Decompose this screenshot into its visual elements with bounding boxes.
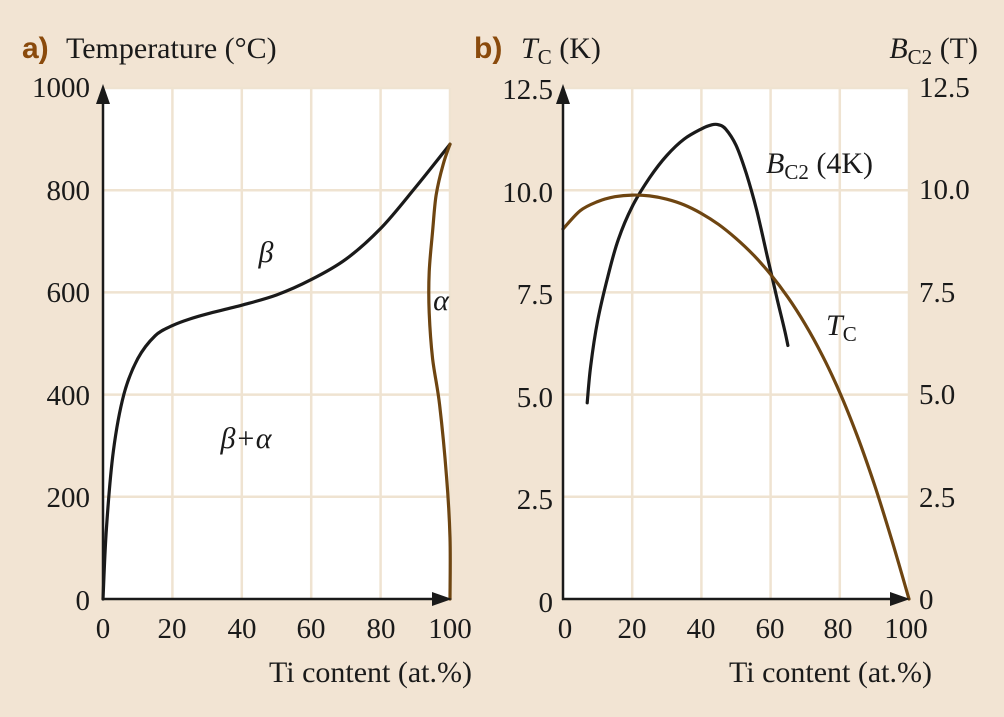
panel-b-grid [563, 86, 911, 599]
panel-b-x-tick: 20 [618, 613, 647, 645]
panel-b-x-tick: 40 [687, 613, 716, 645]
panel-b-y-tick-right: 0 [919, 584, 934, 616]
panel-b-y-tick-right: 5.0 [919, 379, 955, 411]
panel-b-x-arrow [890, 592, 910, 606]
panel-b-y-tick-left: 12.5 [502, 74, 553, 106]
panel-b-y-tick-left: 10.0 [502, 177, 553, 209]
panel-a-y-tick: 800 [47, 175, 91, 207]
panel-b-axes [561, 102, 892, 601]
panel-b-curves [561, 122, 911, 601]
panel-a-series-line-0 [101, 142, 452, 601]
series-label-bc2: BC2 (4K) [766, 147, 873, 184]
panel-b-x-label: Ti content (at.%) [729, 656, 932, 689]
panel-a-y-label: Temperature (°C) [66, 32, 277, 65]
panel-b-x-tick: 60 [756, 613, 785, 645]
panel-b-y-ticks-right: 0 2.5 5.0 7.5 10.0 12.5 [919, 72, 970, 616]
panel-b-y-arrow [556, 84, 570, 104]
panel-a-curves [101, 142, 452, 601]
panel-a-x-tick: 100 [428, 613, 472, 645]
panel-a-plot-area [103, 88, 450, 599]
panel-b-y-tick-left: 5.0 [517, 382, 553, 414]
panel-b-y-ticks-left: 0 2.5 5.0 7.5 10.0 12.5 [502, 74, 553, 619]
panel-b-y-tick-right: 10.0 [919, 174, 970, 206]
panel-b-y-tick-left: 7.5 [517, 279, 553, 311]
panel-a-y-tick: 600 [47, 277, 91, 309]
panel-a-y-ticks: 0 200 400 600 800 1000 [32, 72, 90, 617]
panel-a: 0 200 400 600 800 1000 0 20 40 60 80 100… [22, 32, 472, 689]
panel-b-series-line-1 [561, 193, 911, 601]
series-label-tc: TC [826, 309, 857, 346]
panel-b-label: b) [474, 32, 502, 65]
panel-a-y-tick: 1000 [32, 72, 90, 104]
panel-a-x-arrow [432, 592, 452, 606]
panel-b-x-tick: 80 [824, 613, 853, 645]
panel-a-y-tick: 400 [47, 380, 91, 412]
panel-b-x-tick: 100 [884, 613, 928, 645]
panel-a-axes [101, 102, 434, 601]
panel-a-x-tick: 40 [228, 613, 257, 645]
annotation-beta-plus-alpha: β+α [220, 422, 273, 455]
panel-b-y-tick-right: 2.5 [919, 482, 955, 514]
panel-a-y-arrow [96, 84, 110, 104]
panel-b-y-tick-right: 12.5 [919, 72, 970, 104]
panel-b-y-label-left: TC (K) [521, 32, 601, 69]
panel-a-y-tick: 0 [76, 585, 91, 617]
panel-b-y-tick-right: 7.5 [919, 277, 955, 309]
panel-a-x-label: Ti content (at.%) [269, 656, 472, 689]
panel-b-plot-area [563, 88, 909, 599]
panel-a-series-line-1 [427, 142, 452, 601]
panel-a-x-tick: 60 [297, 613, 326, 645]
annotation-alpha: α [433, 284, 450, 317]
panel-b-y-tick-left: 0 [539, 587, 554, 619]
panel-a-x-tick: 80 [367, 613, 396, 645]
panel-b-x-tick: 0 [558, 613, 573, 645]
panel-a-y-tick: 200 [47, 482, 91, 514]
panel-a-x-tick: 0 [96, 613, 111, 645]
panel-b-y-tick-left: 2.5 [517, 484, 553, 516]
annotation-beta: β [258, 236, 274, 269]
panel-b: 0 2.5 5.0 7.5 10.0 12.5 0 2.5 5.0 7.5 10… [474, 32, 978, 689]
panel-a-grid [103, 86, 452, 599]
panel-a-x-ticks: 0 20 40 60 80 100 [96, 613, 472, 645]
panel-b-y-label-right: BC2 (T) [889, 32, 978, 69]
panel-b-x-ticks: 0 20 40 60 80 100 [558, 613, 928, 645]
panel-a-x-tick: 20 [158, 613, 187, 645]
panel-a-label: a) [22, 32, 49, 65]
panel-b-series-line-0 [585, 122, 790, 405]
